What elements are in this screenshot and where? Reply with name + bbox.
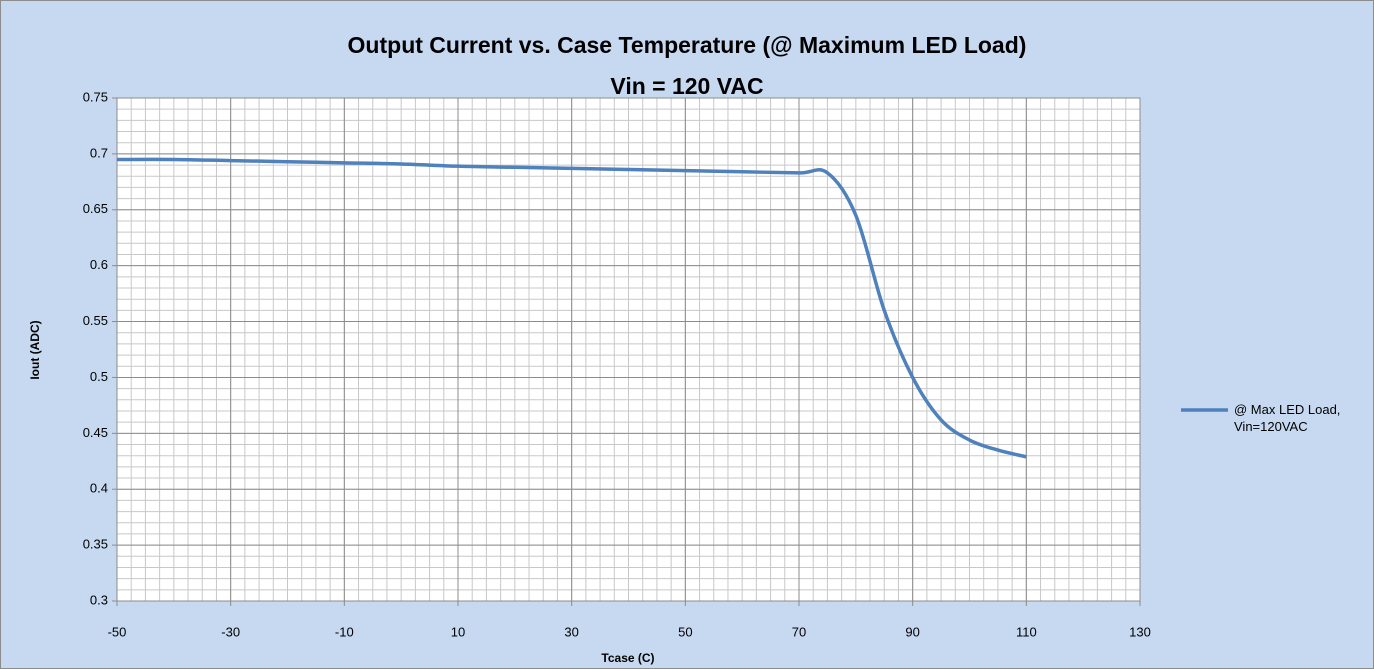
chart-subtitle: Vin = 120 VAC: [610, 73, 763, 99]
x-tick-label: 10: [451, 624, 465, 639]
x-tick-label: -10: [335, 624, 354, 639]
y-tick-label: 0.4: [90, 481, 108, 496]
x-axis-title: Tcase (C): [601, 651, 654, 665]
series-line: [116, 157, 1027, 459]
x-tick-label: 50: [678, 624, 692, 639]
y-tick-label: 0.7: [90, 145, 108, 160]
legend-label: @ Max LED Load, Vin=120VAC: [1234, 402, 1341, 434]
chart-title: Output Current vs. Case Temperature (@ M…: [348, 32, 1027, 58]
y-tick-label: 0.3: [90, 592, 108, 607]
y-axis-title: Iout (ADC): [28, 320, 42, 379]
x-tick-label: 30: [564, 624, 578, 639]
y-tick-label: 0.6: [90, 257, 108, 272]
x-tick-label: -30: [221, 624, 240, 639]
x-tick-label: 90: [905, 624, 919, 639]
x-tick-label: -50: [108, 624, 127, 639]
y-tick-label: 0.75: [83, 89, 108, 104]
x-tick-label: 70: [792, 624, 806, 639]
y-tick-label: 0.45: [83, 425, 108, 440]
x-tick-label: 110: [1016, 624, 1037, 639]
y-tick-label: 0.55: [83, 313, 108, 328]
y-tick-label: 0.35: [83, 537, 108, 552]
plot-border: [116, 97, 1141, 602]
y-tick-label: 0.5: [90, 369, 108, 384]
y-tick-label: 0.65: [83, 201, 108, 216]
x-tick-label: 130: [1129, 624, 1151, 639]
